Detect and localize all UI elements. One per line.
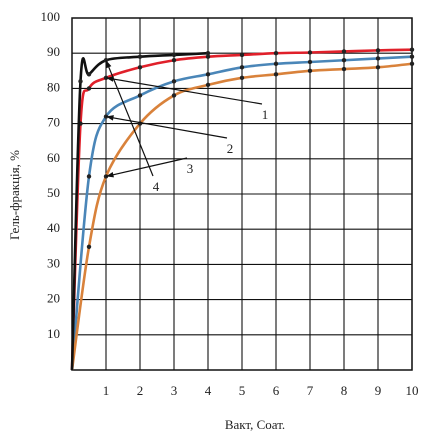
arrow-head [106,60,112,69]
marker [86,86,92,91]
x-tick-label: 2 [137,383,144,398]
marker [375,56,381,61]
annotation-arrow [105,157,188,177]
marker [86,174,92,179]
y-tick-label: 90 [47,44,60,59]
y-tick-label: 80 [47,79,60,94]
x-tick-label: 3 [171,383,178,398]
marker [171,79,177,84]
arrow-head [106,115,114,121]
annotation-arrow [105,77,263,105]
marker [375,48,381,53]
arrow-head [106,76,114,82]
marker [239,75,245,81]
x-tick-label: 10 [406,383,419,398]
marker [86,72,92,77]
annotation-arrow [105,115,228,139]
arrow-head [106,172,114,178]
marker [171,93,177,98]
marker [86,244,92,249]
marker [205,54,211,59]
marker [137,93,143,98]
marker [171,58,177,63]
marker [307,59,313,65]
x-tick-label: 1 [103,383,110,398]
x-tick-label: 9 [375,383,382,398]
y-tick-label: 50 [47,185,60,200]
marker [307,68,313,74]
marker [273,51,279,56]
series-label: 3 [187,161,194,176]
marker [205,51,211,56]
y-tick-label: 60 [47,150,60,165]
marker [409,47,415,52]
marker [273,61,279,66]
annotation-arrow [105,60,154,177]
marker [375,65,381,70]
marker [341,58,347,63]
x-tick-label: 5 [239,383,246,398]
series-label: 4 [153,179,160,194]
marker [171,52,177,58]
marker [341,66,347,72]
y-tick-label: 100 [41,9,61,24]
series-label: 2 [227,141,234,156]
x-axis-title: Вакт, Соат. [225,417,285,432]
y-tick-label: 70 [47,115,60,130]
marker [239,52,245,58]
y-tick-label: 30 [47,255,60,270]
marker [307,50,313,55]
line [70,51,209,371]
x-tick-label: 6 [273,383,280,398]
y-axis-title: Гель-фракція, % [7,150,22,240]
x-tick-label: 7 [307,383,314,398]
x-tick-label: 8 [341,383,348,398]
marker [205,72,211,77]
marker [409,54,415,59]
marker [78,79,83,84]
marker [205,82,211,88]
series-label: 1 [262,107,269,122]
y-tick-label: 40 [47,220,60,235]
x-tick-label: 4 [205,383,212,398]
marker [409,61,415,66]
marker [341,49,347,54]
marker [137,54,143,59]
y-tick-label: 10 [47,326,60,341]
marker [273,72,279,77]
marker [137,65,143,70]
marker [239,65,245,70]
y-tick-label: 20 [47,291,60,306]
